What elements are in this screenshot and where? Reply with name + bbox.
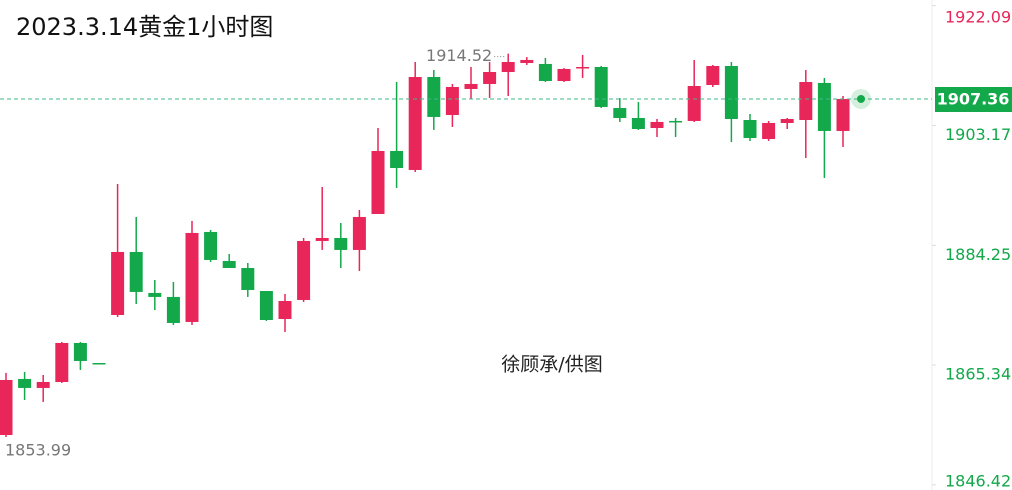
candle-body — [92, 362, 106, 365]
min-label: 1853.99 — [5, 440, 71, 459]
candle-body — [445, 87, 459, 116]
candle-body — [538, 63, 552, 81]
candle-body — [706, 65, 720, 85]
candle-body — [55, 342, 69, 382]
candle-body — [687, 85, 701, 121]
y-tick-label: 1884.25 — [945, 245, 1011, 264]
candle-body — [631, 117, 645, 129]
candle-body — [315, 237, 329, 241]
candle-body — [334, 237, 348, 250]
candle-body — [520, 59, 534, 64]
candle-body — [594, 67, 608, 107]
candle-body — [557, 68, 571, 81]
current-price-tag — [935, 86, 1012, 112]
candle-body — [576, 67, 590, 69]
candle-body — [259, 290, 273, 320]
candle-body — [836, 98, 850, 131]
candle-body — [408, 77, 422, 170]
candle-body — [222, 260, 236, 269]
candle-body — [371, 150, 385, 214]
chart-title: 2023.3.14黄金1小时图 — [16, 13, 273, 41]
candle-body — [111, 251, 125, 315]
candle-body — [73, 342, 87, 361]
candle-body — [780, 118, 794, 123]
candle-body — [464, 83, 478, 89]
candle-body — [148, 292, 162, 297]
candle-body — [129, 251, 143, 292]
candle-body — [204, 231, 218, 260]
candle-body — [241, 268, 255, 290]
candle-body — [18, 378, 32, 388]
candle-body — [36, 381, 50, 388]
current-price-label: 1907.36 — [937, 89, 1010, 108]
max-label: 1914.52 — [426, 46, 492, 65]
candle-body — [390, 150, 404, 169]
candle-body — [297, 240, 311, 300]
candle-body — [762, 122, 776, 140]
y-tick-label: 1922.09 — [945, 8, 1011, 27]
candle-body — [501, 61, 515, 73]
y-tick-label: 1846.42 — [945, 472, 1011, 490]
candle-body — [817, 82, 831, 131]
candle-body — [483, 72, 497, 84]
y-tick-label: 1865.34 — [945, 365, 1011, 384]
candle-body — [0, 379, 13, 435]
current-dot — [857, 94, 865, 103]
candle-body — [743, 120, 757, 138]
y-tick-label: 1903.17 — [945, 125, 1011, 144]
candle-body — [613, 107, 627, 118]
candle-body — [352, 216, 366, 250]
candle-body — [185, 232, 199, 322]
candle-body — [166, 296, 180, 323]
watermark: 徐顾承/供图 — [501, 354, 602, 376]
candle-body — [427, 77, 441, 117]
candle-body — [669, 120, 683, 123]
candle-body — [278, 300, 292, 319]
candle-body — [650, 121, 664, 128]
candle-body — [799, 82, 813, 121]
candle-body — [724, 65, 738, 119]
